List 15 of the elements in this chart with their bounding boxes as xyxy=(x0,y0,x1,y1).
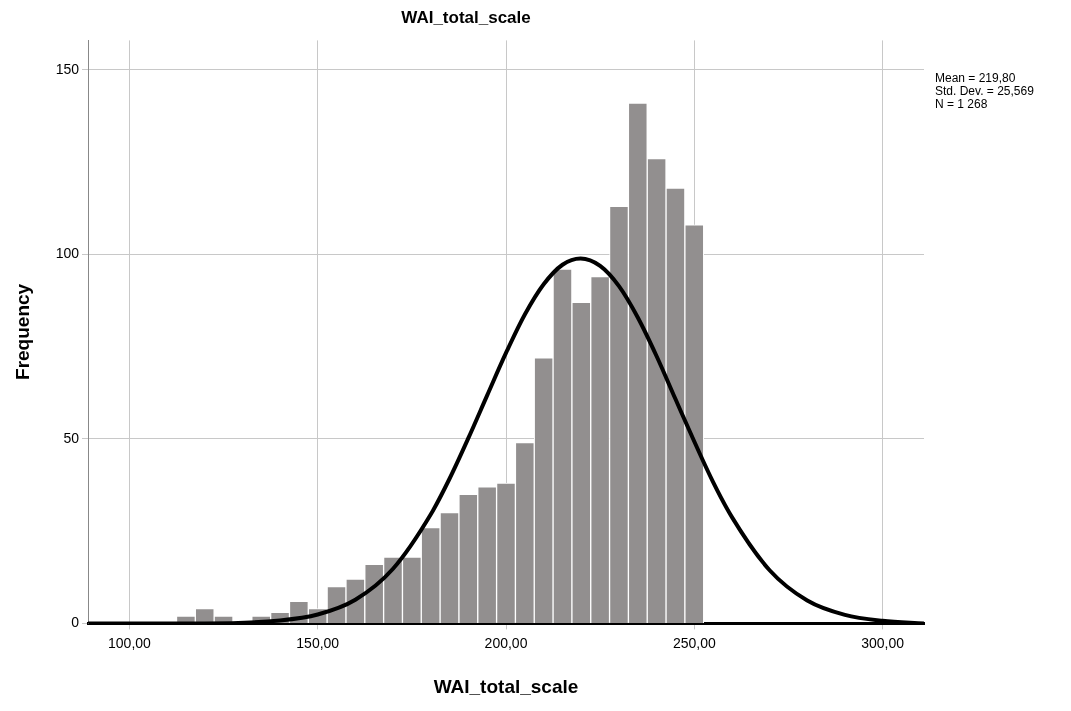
text: Mean = 219,80 xyxy=(935,70,1016,85)
text: Std. Dev. = 25,569 xyxy=(935,83,1035,98)
chart-title: WAI_total_scale xyxy=(401,7,531,27)
y-tick-label: 100 xyxy=(55,245,80,262)
y-axis-title: Frequency xyxy=(11,283,33,380)
x-tick-label: 300,00 xyxy=(861,634,905,651)
text: N = 1 268 xyxy=(935,96,988,111)
x-tick-label: 100,00 xyxy=(108,634,152,651)
x-axis-title: WAI_total_scale xyxy=(433,675,579,697)
x-tick-label: 150,00 xyxy=(296,634,340,651)
x-tick-label: 250,00 xyxy=(672,634,716,651)
y-tick-label: 50 xyxy=(63,429,80,446)
y-tick-label: 0 xyxy=(71,614,80,631)
x-tick-label: 200,00 xyxy=(484,634,528,651)
y-tick-label: 150 xyxy=(55,60,80,77)
